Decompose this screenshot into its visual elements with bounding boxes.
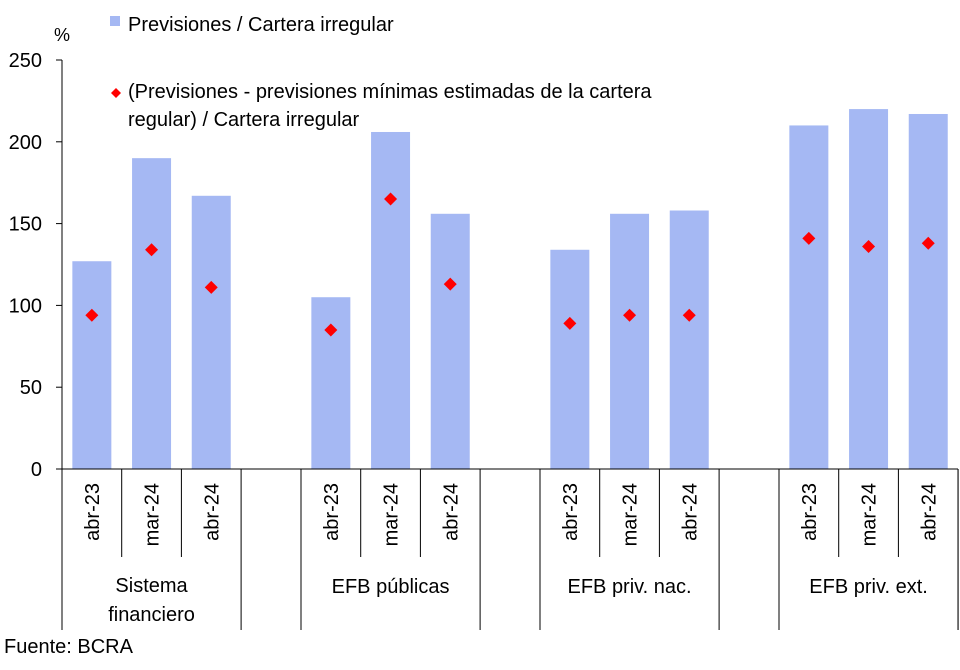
y-tick-label: 250 — [9, 50, 42, 72]
legend-swatch-diamond — [111, 88, 121, 98]
data-point-diamond — [862, 240, 876, 254]
legend-label-bar: Previsiones / Cartera irregular — [128, 14, 394, 36]
bar — [371, 131, 411, 469]
data-point-diamond — [145, 243, 159, 257]
bar — [669, 210, 709, 469]
group-label: Sistema — [115, 575, 188, 597]
category-label: mar-24 — [620, 483, 642, 546]
bar — [908, 113, 948, 469]
group-label: EFB priv. ext. — [809, 576, 928, 598]
category-label: abr-24 — [918, 483, 940, 541]
data-point-diamond — [802, 231, 816, 245]
legend-swatch-bar — [110, 16, 120, 26]
data-point-diamond — [85, 308, 99, 322]
data-point-diamond — [443, 277, 457, 291]
y-tick-label: 0 — [31, 459, 42, 481]
y-tick-label: 50 — [20, 377, 42, 399]
category-label: mar-24 — [381, 483, 403, 546]
y-axis-label: % — [54, 25, 70, 45]
data-point-diamond — [682, 308, 696, 322]
data-point-diamond — [324, 323, 338, 337]
data-point-diamond — [563, 316, 577, 330]
bar — [430, 213, 470, 469]
y-tick-label: 200 — [9, 132, 42, 154]
legend-label-diamond: regular) / Cartera irregular — [128, 109, 360, 131]
bar — [789, 125, 829, 469]
bar — [849, 109, 889, 469]
bar — [311, 297, 351, 469]
category-label: abr-23 — [799, 483, 821, 541]
bar — [132, 158, 172, 469]
data-point-diamond — [623, 308, 637, 322]
category-label: abr-24 — [201, 483, 223, 541]
group-label: financiero — [108, 604, 195, 626]
bar — [550, 249, 590, 469]
category-label: abr-23 — [82, 483, 104, 541]
data-point-diamond — [204, 280, 218, 294]
category-label: abr-24 — [679, 483, 701, 541]
group-label: EFB priv. nac. — [567, 576, 691, 598]
bar — [72, 261, 112, 469]
bar — [191, 195, 231, 469]
bar — [610, 213, 650, 469]
data-point-diamond — [921, 236, 935, 250]
category-label: abr-23 — [560, 483, 582, 541]
y-tick-label: 150 — [9, 214, 42, 236]
category-label: mar-24 — [142, 483, 164, 546]
category-label: abr-24 — [440, 483, 462, 541]
group-label: EFB públicas — [332, 576, 450, 598]
category-label: abr-23 — [321, 483, 343, 541]
category-label: mar-24 — [859, 483, 881, 546]
y-tick-label: 100 — [9, 295, 42, 317]
source-note: Fuente: BCRA — [4, 636, 133, 658]
legend-label-diamond: (Previsiones - previsiones mínimas estim… — [128, 81, 652, 103]
data-point-diamond — [384, 192, 398, 206]
